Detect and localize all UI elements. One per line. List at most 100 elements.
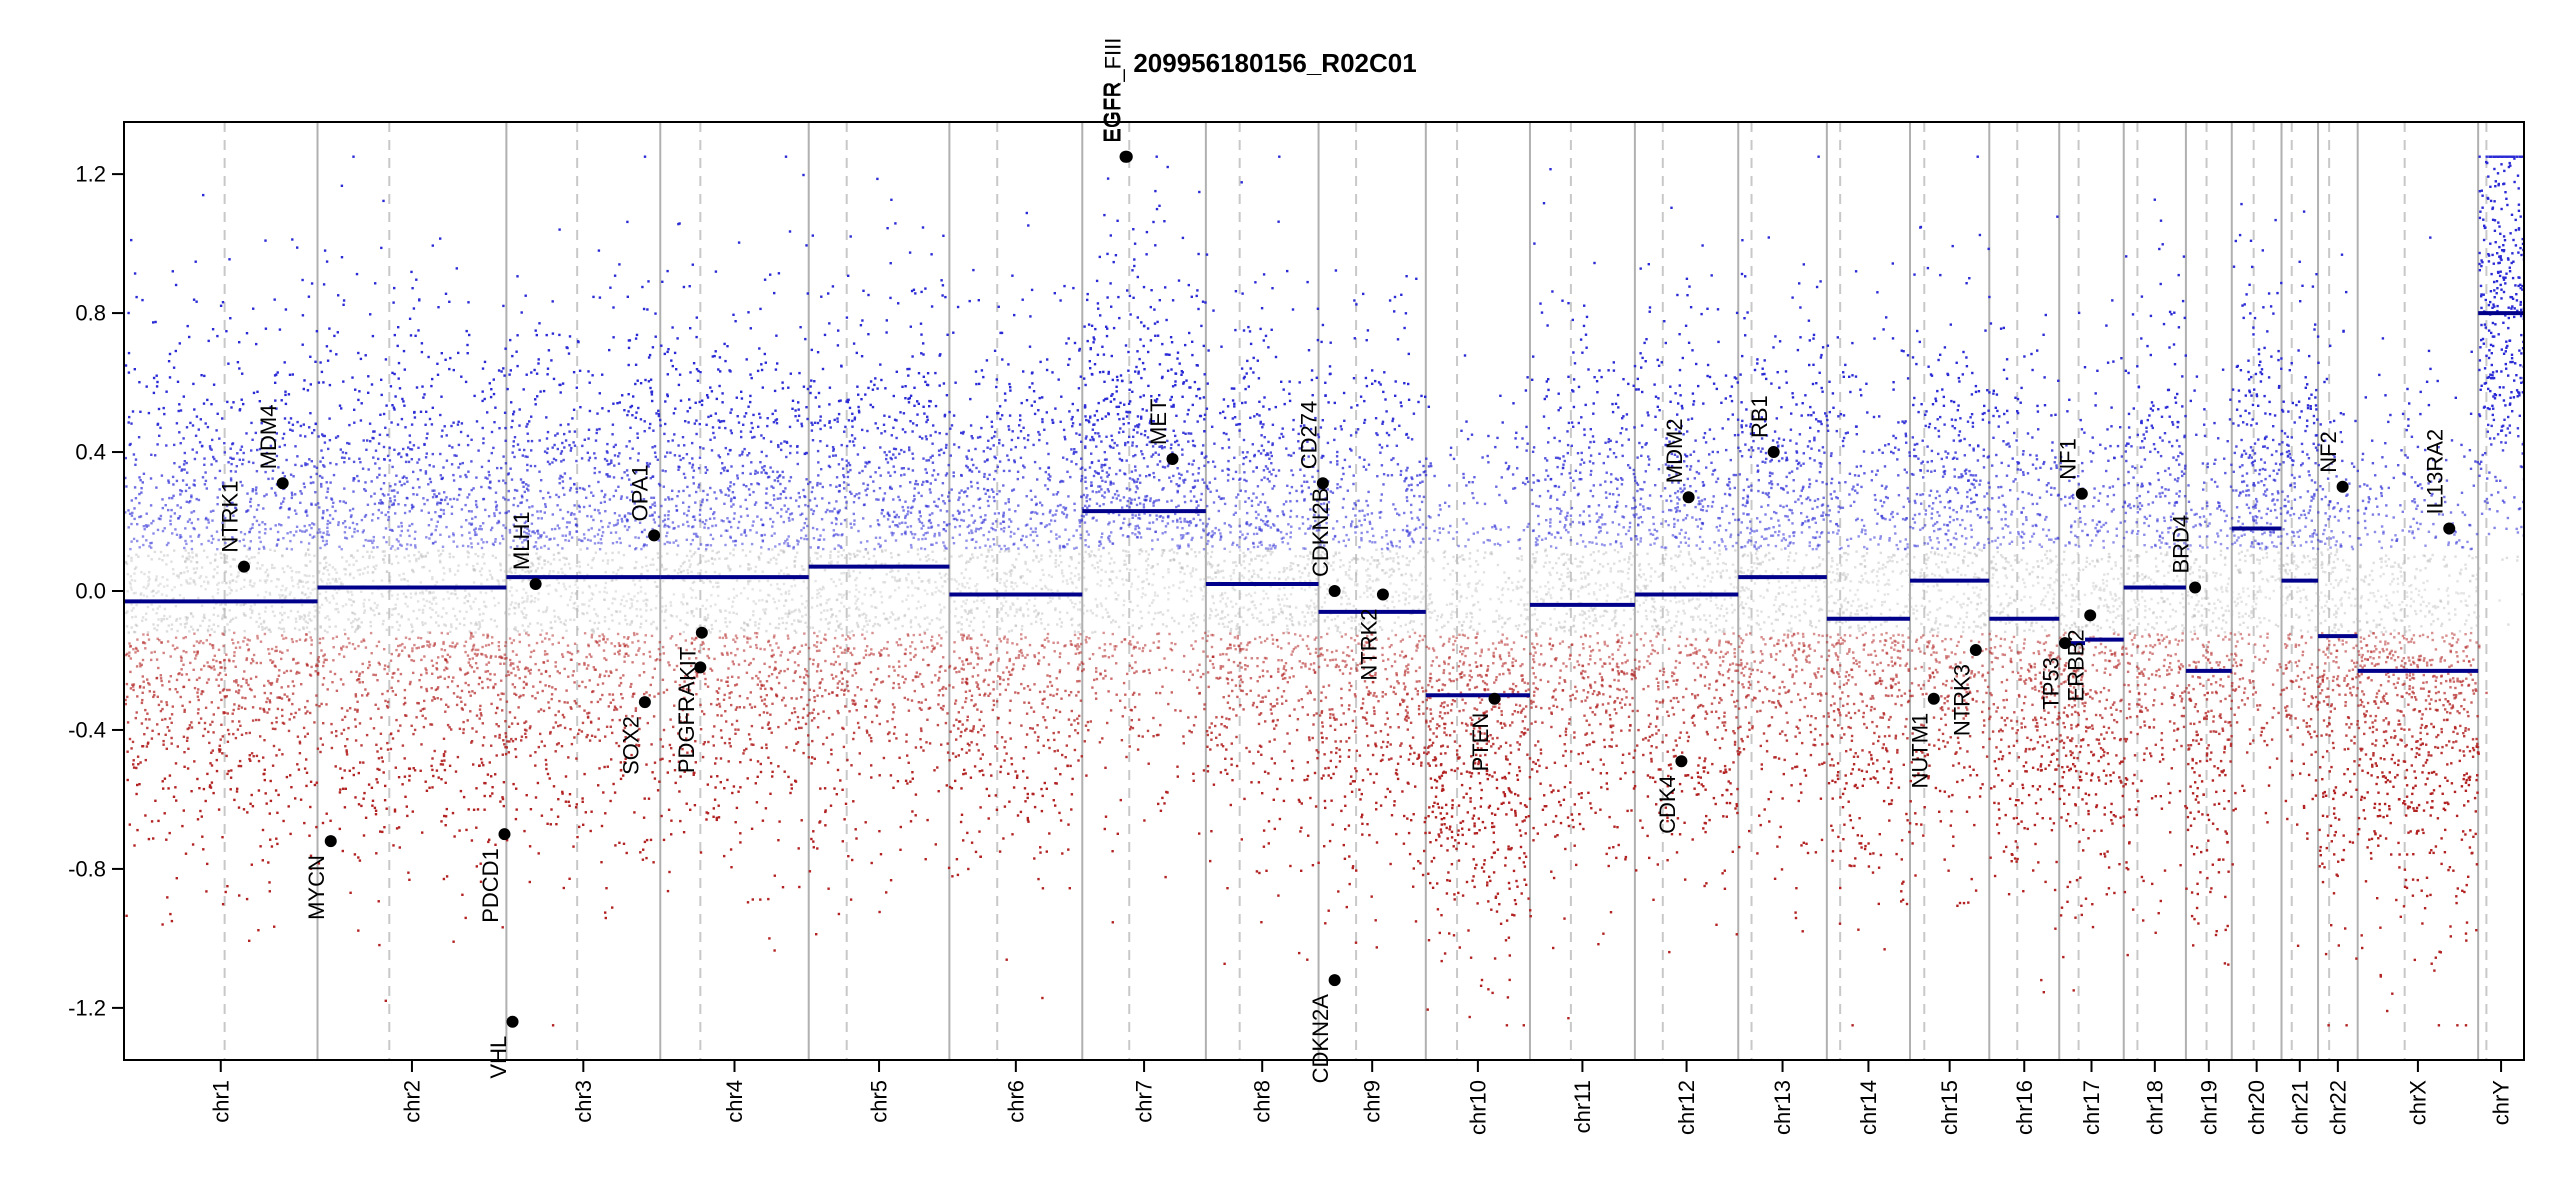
probe-point <box>236 361 240 364</box>
probe-point <box>650 634 654 638</box>
probe-point <box>167 481 171 484</box>
probe-point <box>501 709 504 712</box>
probe-point <box>215 530 219 533</box>
probe-point <box>319 561 322 565</box>
probe-point <box>618 649 621 652</box>
probe-point <box>514 518 518 521</box>
probe-point <box>635 547 638 550</box>
probe-point <box>546 430 550 434</box>
probe-point <box>222 553 226 556</box>
probe-point <box>275 754 278 757</box>
probe-point <box>571 674 574 677</box>
probe-point <box>315 694 318 697</box>
probe-point <box>388 446 391 450</box>
probe-point <box>281 554 284 557</box>
probe-point <box>562 458 565 462</box>
probe-point <box>129 586 133 589</box>
probe-point <box>235 790 239 793</box>
probe-point <box>430 532 434 535</box>
probe-point <box>558 617 561 621</box>
probe-point <box>249 500 252 503</box>
probe-point <box>225 330 228 333</box>
probe-point <box>378 501 381 505</box>
probe-point <box>749 550 752 553</box>
probe-point <box>777 445 780 449</box>
probe-point <box>349 572 352 575</box>
probe-point <box>346 590 349 593</box>
probe-point <box>590 566 593 569</box>
probe-point <box>436 687 439 691</box>
probe-point <box>438 554 441 557</box>
probe-point <box>506 740 509 743</box>
probe-point <box>526 595 529 598</box>
probe-point <box>534 697 537 700</box>
probe-point <box>620 598 624 602</box>
probe-point <box>557 551 560 555</box>
probe-point <box>411 505 414 508</box>
probe-point <box>442 752 446 756</box>
probe-point <box>343 628 346 631</box>
probe-point <box>793 671 797 674</box>
probe-point <box>457 493 461 497</box>
probe-point <box>217 648 221 651</box>
probe-point <box>207 665 210 668</box>
probe-point <box>414 334 417 337</box>
probe-point <box>217 706 220 710</box>
probe-point <box>263 739 266 742</box>
probe-point <box>607 525 610 528</box>
probe-point <box>543 559 546 563</box>
probe-point <box>782 572 786 576</box>
probe-point <box>345 560 348 563</box>
probe-point <box>517 606 520 609</box>
probe-point <box>686 751 689 754</box>
probe-point <box>306 580 310 584</box>
probe-point <box>257 504 260 507</box>
probe-point <box>270 647 274 651</box>
probe-point <box>415 493 419 496</box>
probe-point <box>552 726 555 729</box>
probe-point <box>391 545 394 548</box>
probe-point <box>251 490 254 493</box>
probe-point <box>309 412 312 415</box>
probe-point <box>473 691 476 695</box>
probe-point <box>136 649 140 653</box>
probe-point <box>489 678 492 682</box>
probe-point <box>557 495 561 499</box>
probe-point <box>250 752 254 755</box>
probe-point <box>508 637 512 640</box>
probe-point <box>230 501 233 505</box>
probe-point <box>182 395 185 398</box>
probe-point <box>510 722 514 725</box>
probe-point <box>625 652 628 655</box>
probe-point <box>265 568 269 572</box>
probe-point <box>335 463 338 466</box>
probe-point <box>659 418 662 422</box>
probe-point <box>423 443 426 446</box>
probe-point <box>258 536 261 539</box>
probe-point <box>226 561 229 564</box>
probe-point <box>136 638 139 641</box>
probe-point <box>568 335 572 338</box>
probe-point <box>280 657 283 661</box>
probe-point <box>604 916 607 920</box>
probe-point <box>231 536 234 539</box>
probe-point <box>132 759 135 762</box>
probe-point <box>264 606 267 609</box>
probe-point <box>152 391 156 395</box>
probe-point <box>359 568 362 571</box>
probe-point <box>488 382 491 385</box>
probe-point <box>393 372 396 376</box>
probe-point <box>231 537 235 540</box>
probe-point <box>469 634 473 638</box>
probe-point <box>796 462 799 466</box>
probe-point <box>590 597 593 601</box>
probe-point <box>276 371 279 374</box>
probe-point <box>726 653 729 656</box>
probe-point <box>545 763 548 766</box>
probe-point <box>345 749 348 752</box>
probe-point <box>373 806 377 810</box>
probe-point <box>637 499 640 502</box>
probe-point <box>537 745 540 749</box>
probe-point <box>136 695 139 698</box>
probe-point <box>348 526 351 529</box>
